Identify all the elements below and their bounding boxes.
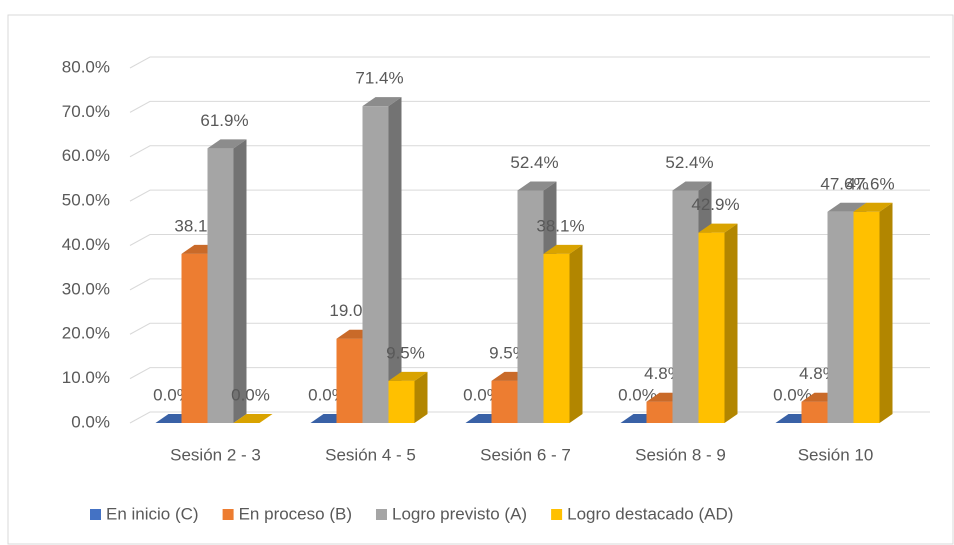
bar-top-shade bbox=[207, 139, 247, 149]
legend-marker bbox=[222, 509, 234, 520]
grid-line bbox=[129, 100, 930, 113]
data-label: 71.4% bbox=[355, 69, 403, 88]
data-label: 38.1% bbox=[536, 216, 584, 235]
bar-side-shade bbox=[233, 139, 247, 423]
y-tick-label: 40.0% bbox=[62, 235, 110, 254]
bar-top-shade bbox=[517, 181, 557, 191]
data-label: 0.0% bbox=[231, 385, 270, 404]
bar bbox=[698, 223, 738, 423]
legend-label: En inicio (C) bbox=[106, 504, 199, 523]
bar-top bbox=[207, 139, 247, 149]
bar-front bbox=[336, 338, 363, 423]
data-label: 0.0% bbox=[618, 385, 657, 404]
bar-front bbox=[543, 253, 570, 423]
bar bbox=[233, 414, 273, 423]
bar-side bbox=[414, 371, 428, 423]
legend-label: Logro previsto (A) bbox=[392, 504, 527, 523]
bar-top bbox=[233, 414, 273, 423]
data-label: 47.6% bbox=[846, 174, 894, 193]
chart-frame bbox=[7, 14, 954, 545]
data-label: 61.9% bbox=[200, 111, 248, 130]
data-label: 47.6% bbox=[820, 174, 868, 193]
bar-side bbox=[388, 97, 402, 423]
bar-side bbox=[569, 244, 583, 423]
data-label: 52.4% bbox=[510, 153, 558, 172]
x-tick-label: Sesión 10 bbox=[798, 445, 874, 464]
grid-line bbox=[129, 278, 930, 291]
bar-top-shade bbox=[388, 371, 428, 381]
bar-side-shade bbox=[879, 202, 893, 423]
legend-marker bbox=[551, 509, 563, 520]
bar-front bbox=[362, 106, 389, 423]
y-tick-label: 10.0% bbox=[62, 368, 110, 387]
bar-top bbox=[672, 181, 712, 191]
bar-front bbox=[853, 211, 880, 423]
grid-line bbox=[129, 56, 930, 69]
data-label: 52.4% bbox=[665, 153, 713, 172]
bar-top bbox=[698, 223, 738, 233]
y-tick-label: 20.0% bbox=[62, 324, 110, 343]
grid-line bbox=[129, 145, 930, 158]
bar-front bbox=[801, 401, 828, 423]
grid-line bbox=[129, 367, 930, 380]
y-tick-label: 80.0% bbox=[62, 57, 110, 76]
grid-line bbox=[129, 189, 930, 202]
bar-front bbox=[698, 232, 725, 423]
bar-top-shade bbox=[362, 97, 402, 107]
y-tick-label: 0.0% bbox=[71, 412, 110, 431]
x-tick-label: Sesión 6 - 7 bbox=[480, 445, 571, 464]
bar-top-shade bbox=[853, 202, 893, 212]
y-tick-label: 70.0% bbox=[62, 102, 110, 121]
bar-top bbox=[517, 181, 557, 191]
bar-side-shade bbox=[388, 97, 402, 423]
legend-marker bbox=[375, 509, 387, 520]
legend-label: Logro destacado (AD) bbox=[567, 504, 733, 523]
bar-front bbox=[672, 190, 699, 423]
bar-side-shade bbox=[724, 223, 738, 423]
x-tick-label: Sesión 2 - 3 bbox=[170, 445, 261, 464]
data-label: 0.0% bbox=[773, 385, 812, 404]
bar-top-shade bbox=[672, 181, 712, 191]
bar-top bbox=[388, 371, 428, 381]
x-tick-label: Sesión 8 - 9 bbox=[635, 445, 726, 464]
bar-front bbox=[646, 401, 673, 423]
bar-front bbox=[827, 211, 854, 423]
bar-top-shade bbox=[233, 414, 273, 423]
bar-top-shade bbox=[543, 244, 583, 254]
y-tick-label: 50.0% bbox=[62, 191, 110, 210]
bar-side bbox=[233, 139, 247, 423]
legend-marker bbox=[90, 509, 101, 520]
bar-front bbox=[388, 380, 415, 423]
bar-front bbox=[517, 190, 544, 423]
bar-top-shade bbox=[698, 223, 738, 233]
bar-side bbox=[879, 202, 893, 423]
grid-line bbox=[129, 322, 930, 335]
bar-side bbox=[724, 223, 738, 423]
bar bbox=[207, 139, 247, 423]
x-tick-label: Sesión 4 - 5 bbox=[325, 445, 416, 464]
bar-top bbox=[543, 244, 583, 254]
bar bbox=[388, 371, 428, 423]
bar bbox=[853, 202, 893, 423]
y-tick-label: 30.0% bbox=[62, 279, 110, 298]
bar bbox=[362, 97, 402, 423]
data-label: 9.5% bbox=[386, 343, 425, 362]
grid-line bbox=[129, 234, 930, 246]
bar-side-shade bbox=[414, 371, 428, 423]
bar bbox=[543, 244, 583, 423]
bar-side-shade bbox=[569, 244, 583, 423]
bar-front bbox=[181, 253, 208, 423]
bar-front bbox=[491, 380, 518, 423]
bar-top bbox=[362, 97, 402, 107]
bar-front bbox=[207, 148, 234, 423]
bar-top bbox=[853, 202, 893, 212]
y-tick-label: 60.0% bbox=[62, 146, 110, 165]
data-label: 42.9% bbox=[691, 195, 739, 214]
legend-label: En proceso (B) bbox=[239, 504, 352, 523]
